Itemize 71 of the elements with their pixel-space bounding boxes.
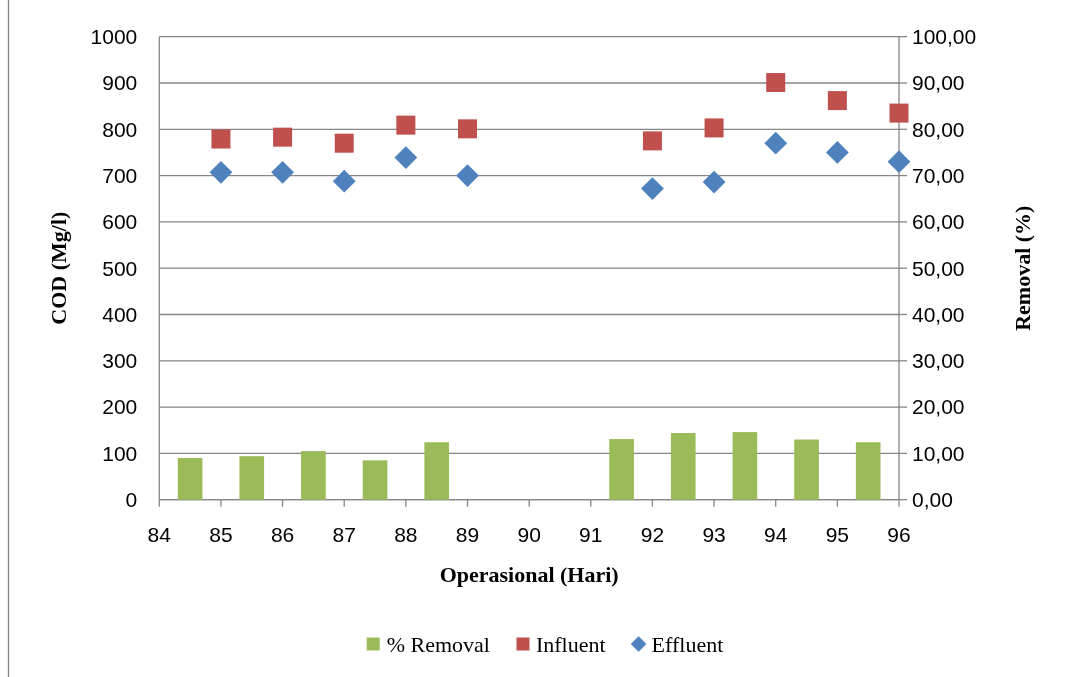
y2-axis-title: Removal (%) [1009,205,1035,331]
y-tick-label: 900 [102,71,138,95]
point [766,73,786,93]
point [827,91,847,111]
y-tick-label: 400 [102,302,138,326]
point [332,169,356,193]
y-tick-label: 100 [102,441,138,465]
y-axis-title: COD (Mg/l) [45,211,71,325]
bar [177,458,203,500]
bar [424,442,450,500]
x-tick-label: 88 [394,522,418,546]
bar [794,439,819,500]
point [273,127,293,147]
y-tick-label: 0 [125,488,138,512]
bar [239,456,265,500]
point [211,129,231,149]
bar [362,460,388,500]
y-tick-label: 300 [102,349,138,373]
x-tick-label: 93 [702,522,726,546]
bar [301,451,326,500]
y-tick-label: 800 [102,117,138,141]
point [704,118,724,138]
x-tick-label: 87 [332,522,356,546]
y-tick-label: 600 [102,210,138,234]
point [458,119,478,139]
point [887,150,911,174]
x-tick-label: 96 [887,522,911,546]
y-tick-label: 500 [102,256,138,280]
y2-tick-label: 80,00 [912,117,965,141]
point [334,133,354,153]
x-tick-label: 86 [270,522,295,546]
x-tick-label: 91 [579,522,603,546]
y2-tick-label: 90,00 [912,71,965,95]
x-tick-label: 89 [455,522,480,546]
y2-tick-label: 60,00 [912,210,965,234]
legend-label: Effluent [651,631,724,657]
point [396,115,416,135]
x-tick-label: 90 [517,522,541,546]
point [641,177,664,200]
point [271,160,294,184]
y-tick-label: 700 [102,163,138,187]
y2-tick-label: 100,00 [912,25,977,49]
point [764,131,788,155]
point [394,146,418,169]
y2-tick-label: 70,00 [912,163,965,187]
bar [855,442,881,500]
bar [609,439,634,500]
x-tick-label: 94 [764,522,788,546]
y2-tick-label: 50,00 [912,256,965,280]
x-tick-label: 92 [640,522,665,546]
y2-tick-label: 0,00 [912,488,953,512]
point [825,141,849,164]
bar [732,432,758,500]
x-tick-label: 85 [209,522,233,546]
x-tick-label: 84 [147,522,172,546]
y-tick-label: 200 [102,395,138,419]
y2-tick-label: 10,00 [912,441,965,465]
point [209,160,233,184]
point [702,170,726,194]
point [642,131,662,151]
legend-label: Influent [535,631,606,657]
x-tick-label: 95 [825,522,850,546]
y2-tick-label: 40,00 [912,302,965,326]
point [456,164,479,187]
legend-label: % Removal [386,631,490,657]
bar [670,433,696,500]
y-tick-label: 1000 [90,25,138,49]
y2-tick-label: 30,00 [912,349,965,373]
y2-tick-label: 20,00 [912,395,965,419]
point [889,103,909,123]
x-axis-title: Operasional (Hari) [439,562,619,587]
